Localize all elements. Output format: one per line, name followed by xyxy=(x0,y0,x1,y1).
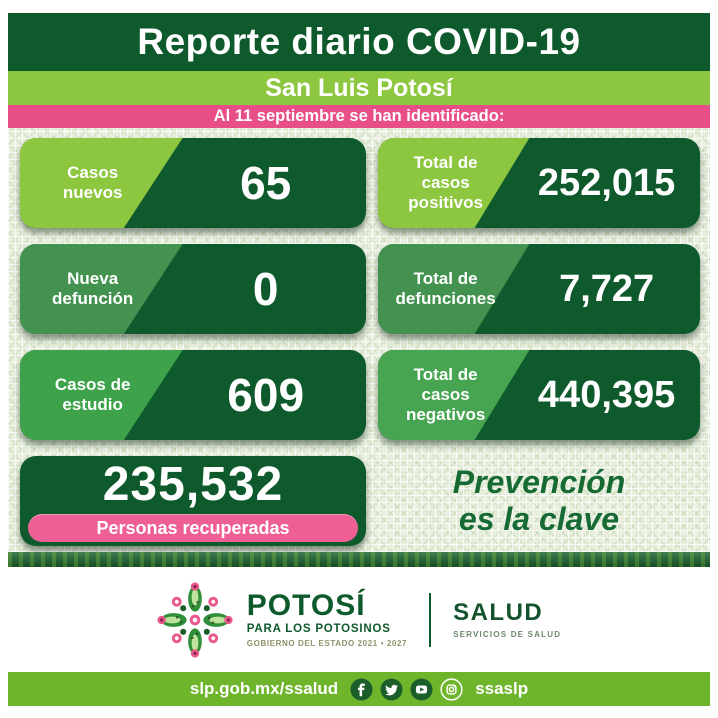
stat-label: Casos de estudio xyxy=(54,374,131,414)
brand-tagline: PARA LOS POTOSINOS xyxy=(246,623,391,635)
brand-name: POTOSÍ xyxy=(246,589,366,622)
youtube-icon[interactable] xyxy=(410,677,433,701)
social-handle[interactable]: ssaslp xyxy=(475,679,529,698)
recovered-card: 235,532 Personas recuperadas xyxy=(20,456,366,546)
stat-value: 65 xyxy=(240,157,292,209)
stat-label: Total de defunciones xyxy=(395,268,496,308)
potosi-brand-block: POTOSÍ PARA LOS POTOSINOS GOBIERNO DEL E… xyxy=(246,589,408,649)
org-tagline: SERVICIOS DE SALUD xyxy=(453,629,562,639)
header-band: Reporte diario COVID-19 xyxy=(8,13,710,71)
date-banner-text: Al 11 septiembre se han identificado: xyxy=(213,107,505,125)
decorative-strip xyxy=(8,552,710,567)
stats-area: Casos nuevos 65 Total de casos positivos… xyxy=(8,128,710,552)
stat-value: 0 xyxy=(252,263,279,315)
website-url[interactable]: slp.gob.mx/ssalud xyxy=(189,679,339,698)
stat-value: 440,395 xyxy=(537,373,676,416)
logo-divider xyxy=(429,592,432,647)
stat-label: Nueva defunción xyxy=(52,268,134,308)
stat-card-casos-estudio: Casos de estudio 609 xyxy=(20,350,366,440)
potosi-emblem-icon xyxy=(157,581,233,658)
social-icons xyxy=(350,677,463,701)
stat-card-total-defunciones: Total de defunciones 7,727 xyxy=(378,244,700,334)
subtitle-band: San Luis Potosí xyxy=(8,71,710,105)
date-banner: Al 11 septiembre se han identificado: xyxy=(8,105,710,128)
stat-card-casos-positivos: Total de casos positivos 252,015 xyxy=(378,138,700,228)
recovered-value: 235,532 xyxy=(102,457,284,511)
bottom-bar: slp.gob.mx/ssalud xyxy=(8,672,710,706)
stat-value: 7,727 xyxy=(559,267,655,310)
state-subtitle: San Luis Potosí xyxy=(265,73,453,102)
salud-org-block: SALUD SERVICIOS DE SALUD xyxy=(453,598,562,639)
stat-card-casos-negativos: Total de casos negativos 440,395 xyxy=(378,350,700,440)
facebook-icon[interactable] xyxy=(350,677,373,701)
stat-value: 609 xyxy=(227,369,305,421)
brand-government: GOBIERNO DEL ESTADO 2021 • 2027 xyxy=(246,639,408,648)
org-name: SALUD xyxy=(453,598,544,626)
instagram-icon[interactable] xyxy=(440,677,463,701)
stat-card-casos-nuevos: Casos nuevos 65 xyxy=(20,138,366,228)
recovered-label-pill: Personas recuperadas xyxy=(28,514,358,542)
stat-label: Total de casos positivos xyxy=(408,152,483,213)
stat-card-nueva-defuncion: Nueva defunción 0 xyxy=(20,244,366,334)
twitter-icon[interactable] xyxy=(380,677,403,701)
prevention-slogan: Prevención es la clave xyxy=(452,464,626,537)
stat-label: Total de casos negativos xyxy=(405,364,486,425)
page-title: Reporte diario COVID-19 xyxy=(137,21,581,62)
stat-label: Casos nuevos xyxy=(62,162,123,202)
stat-value: 252,015 xyxy=(537,161,676,204)
footer-logos: POTOSÍ PARA LOS POTOSINOS GOBIERNO DEL E… xyxy=(8,567,710,672)
